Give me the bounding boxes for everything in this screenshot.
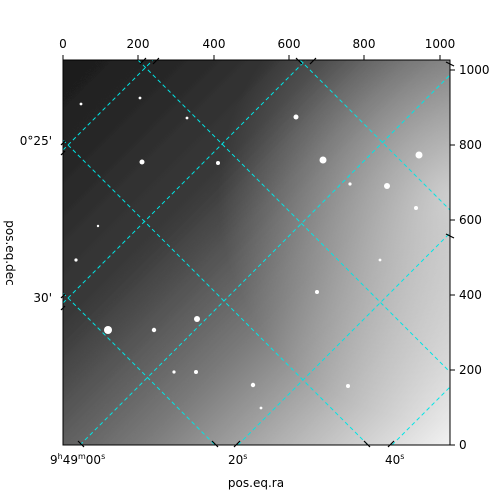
top-tick-400: 400 (203, 37, 226, 51)
right-tick-800: 800 (459, 138, 482, 152)
top-tick-labels: 0 200 400 600 800 1000 (59, 37, 455, 51)
top-pixel-ticks (62, 55, 441, 60)
bottom-world-labels: 9h49m00s 20s 40s (50, 452, 404, 467)
top-tick-1000: 1000 (425, 37, 456, 51)
right-tick-labels: 0 200 400 600 800 1000 (459, 63, 490, 452)
plot-frame (62, 59, 451, 446)
x-axis-label: pos.eq.ra (228, 476, 284, 490)
right-tick-600: 600 (459, 213, 482, 227)
y-axis-label: pos.eq.dec (3, 220, 17, 285)
coordinate-grid (63, 60, 450, 445)
world-ticks (60, 57, 455, 448)
left-world-labels: 0°25' 30' (20, 134, 52, 305)
right-tick-1000: 1000 (459, 63, 490, 77)
ra-tick-9h49m00s: 9h49m00s (50, 452, 105, 467)
right-pixel-ticks (450, 69, 455, 446)
ra-tick-20s: 20s (228, 452, 247, 467)
right-tick-200: 200 (459, 363, 482, 377)
top-tick-200: 200 (127, 37, 150, 51)
ra-tick-40s: 40s (385, 452, 404, 467)
dec-tick-30m: 30' (33, 291, 52, 305)
right-tick-400: 400 (459, 288, 482, 302)
stars (74, 96, 423, 445)
top-tick-0: 0 (59, 37, 67, 51)
sky-image (63, 60, 450, 445)
right-tick-0: 0 (459, 438, 467, 452)
dec-tick-0d25m: 0°25' (20, 134, 52, 148)
top-tick-600: 600 (278, 37, 301, 51)
top-tick-800: 800 (353, 37, 376, 51)
